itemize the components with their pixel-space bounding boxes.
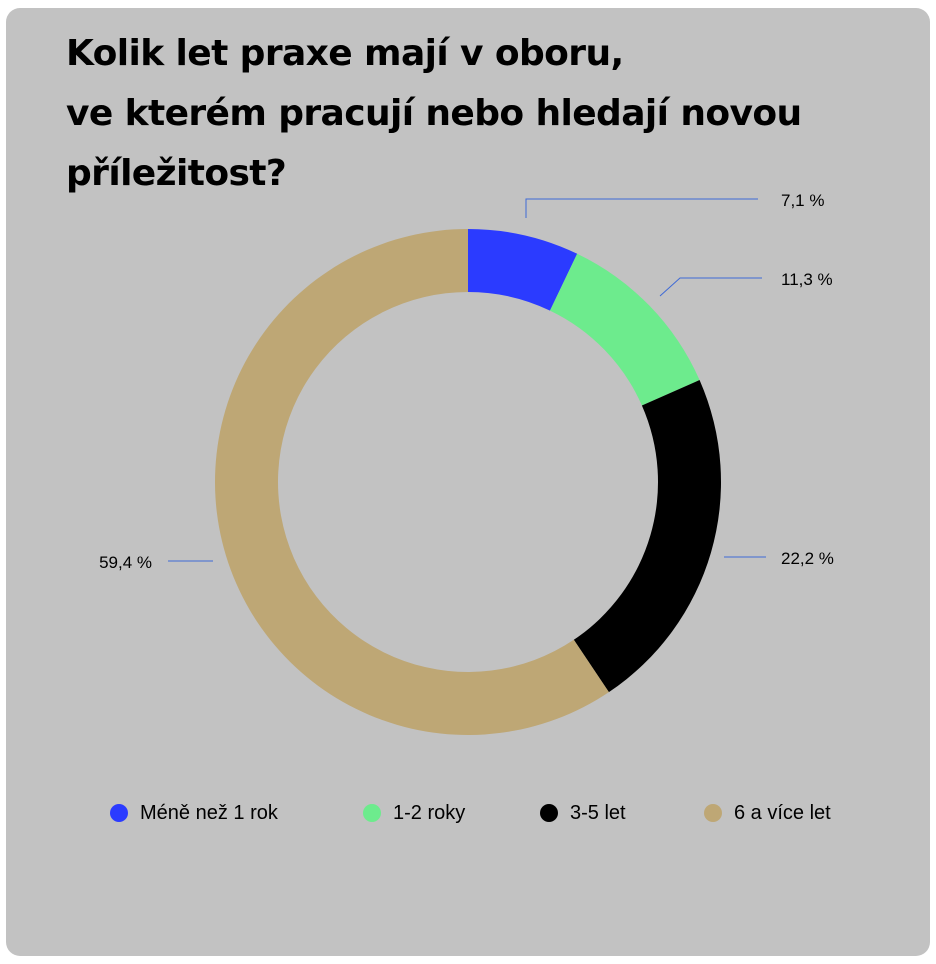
donut-slice	[573, 380, 722, 693]
legend-item: Méně než 1 rok	[110, 798, 278, 828]
legend-label: 3-5 let	[570, 801, 626, 824]
leader-line	[525, 198, 758, 218]
chart-title-line: ve kterém pracují nebo hledají novou	[66, 93, 802, 134]
leader-line	[659, 277, 762, 297]
legend-label: 1-2 roky	[393, 801, 466, 824]
data-label: 7,1 %	[781, 191, 824, 210]
legend-label: Méně než 1 rok	[140, 801, 278, 824]
legend-item: 1-2 roky	[363, 798, 465, 828]
legend-swatch	[110, 804, 128, 822]
data-label: 11,3 %	[781, 270, 833, 289]
legend-swatch	[704, 804, 722, 822]
chart-title: Kolik let praxe mají v oboru, ve kterém …	[66, 24, 886, 204]
data-label: 22,2 %	[781, 549, 834, 568]
legend-swatch	[540, 804, 558, 822]
donut-slice	[214, 229, 609, 735]
legend-item: 6 a více let	[704, 798, 831, 828]
chart-card	[6, 8, 930, 956]
donut-slice	[549, 253, 700, 406]
legend-item: 3-5 let	[540, 798, 626, 828]
legend-swatch	[363, 804, 381, 822]
chart-title-line: příležitost?	[66, 153, 287, 194]
chart-title-line: Kolik let praxe mají v oboru,	[66, 33, 624, 74]
data-label: 59,4 %	[99, 553, 152, 572]
legend-label: 6 a více let	[734, 801, 831, 824]
donut-slice	[468, 229, 578, 311]
